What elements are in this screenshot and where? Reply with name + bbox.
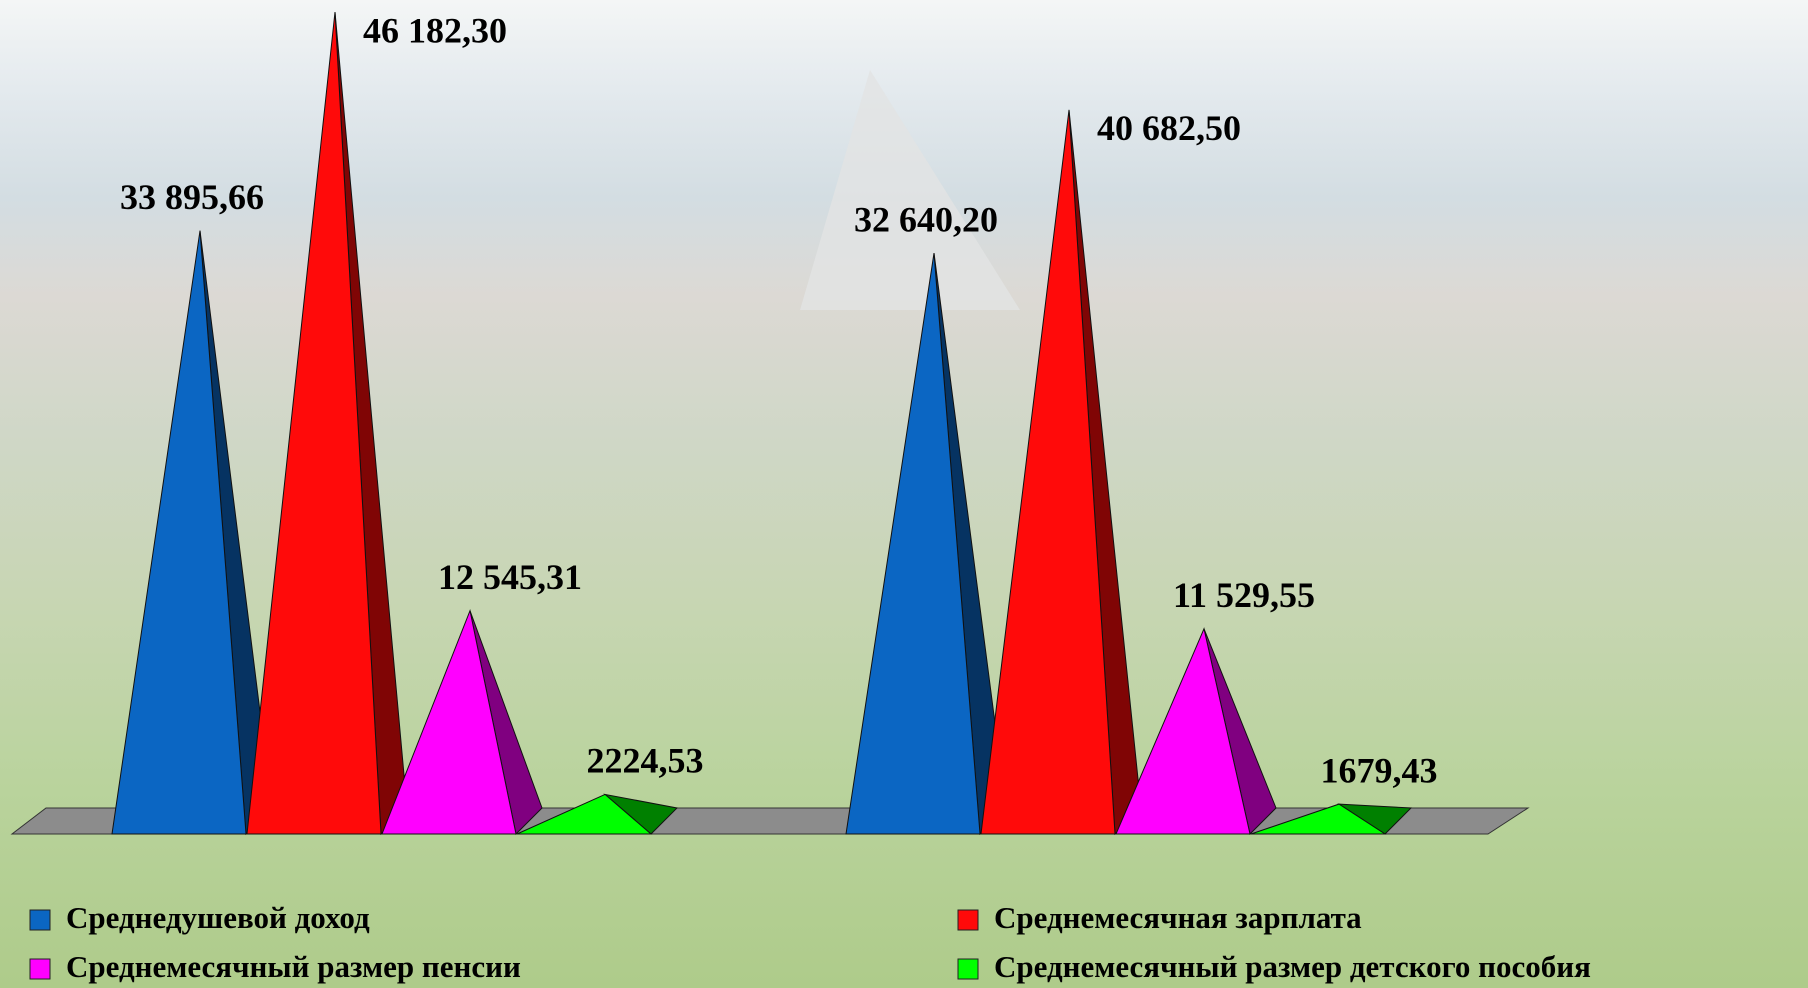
- pyramid-front: [1115, 627, 1251, 835]
- pyramid-front: [845, 252, 981, 835]
- value-label: 40 682,50: [1097, 108, 1241, 148]
- pyramid-front: [246, 11, 382, 835]
- value-label: 12 545,31: [438, 557, 582, 597]
- legend-swatch: [957, 909, 979, 931]
- pyramid-front: [1250, 803, 1387, 835]
- pyramid: [381, 608, 543, 836]
- legend-label: Среднемесячная зарплата: [994, 900, 1362, 935]
- legend-swatch: [29, 958, 51, 980]
- value-label: 2224,53: [587, 741, 704, 781]
- pyramid-front: [516, 793, 653, 835]
- pyramid-front: [980, 109, 1116, 835]
- legend-label: Среднемесячный размер пенсии: [66, 949, 521, 984]
- value-label: 11 529,55: [1173, 575, 1315, 615]
- pyramid-front: [111, 230, 247, 835]
- pyramid: [1250, 803, 1413, 835]
- background-pyramid: [800, 70, 1020, 310]
- value-label: 46 182,30: [363, 10, 507, 50]
- legend-swatch: [957, 958, 979, 980]
- pyramid: [246, 11, 408, 836]
- legend-label: Среднемесячный размер детского пособия: [994, 949, 1591, 984]
- pyramid-front: [381, 608, 517, 835]
- pyramid: [516, 793, 679, 835]
- value-label: 32 640,20: [854, 199, 998, 239]
- legend-swatch: [29, 909, 51, 931]
- pyramid: [845, 252, 1007, 836]
- pyramid: [111, 230, 273, 836]
- pyramid: [980, 109, 1142, 836]
- value-label: 1679,43: [1321, 750, 1438, 790]
- value-label: 33 895,66: [120, 177, 264, 217]
- pyramid: [1115, 627, 1277, 835]
- legend-label: Среднедушевой доход: [66, 900, 370, 935]
